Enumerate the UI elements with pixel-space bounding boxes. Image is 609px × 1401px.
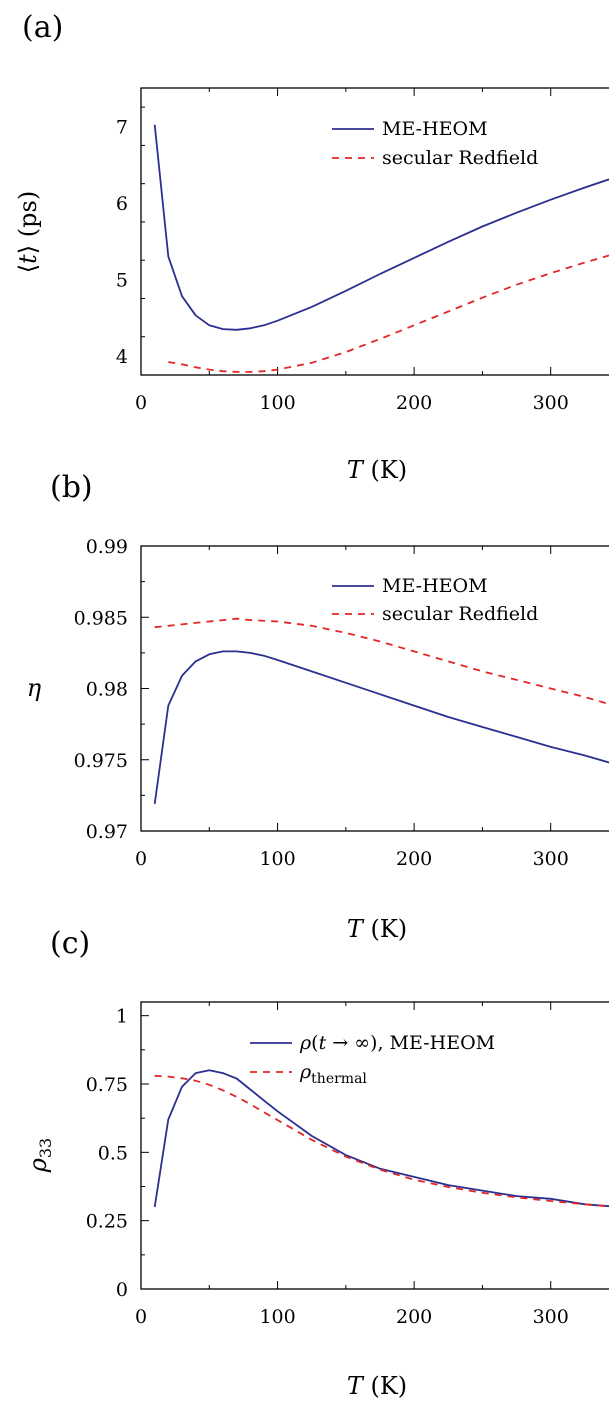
y-tick-label: 0.97 — [86, 821, 128, 843]
legend-rho-t: t — [319, 1032, 327, 1054]
x-tick-label: 0 — [135, 392, 147, 414]
panel-a-legend: ME-HEOM secular Redfield — [332, 118, 538, 169]
x-tick-label: 300 — [533, 1306, 569, 1328]
y-tick-label: 0.98 — [86, 679, 128, 701]
series-line-dashed — [168, 254, 609, 373]
panel-a-series — [153, 124, 609, 373]
panel-a-ylabel-text: ⟨t⟩ (ps) — [14, 191, 42, 273]
panel-b-label: (b) — [50, 470, 93, 505]
panel-a-frame — [140, 87, 609, 376]
y-tick-label: 0 — [116, 1279, 128, 1301]
xlabel-unit: (K) — [363, 1372, 407, 1400]
panel-b-series — [153, 617, 609, 805]
panel-c-frame — [140, 1001, 609, 1290]
legend-thermal-sub: thermal — [311, 1071, 367, 1087]
y-tick-label: 0.75 — [86, 1074, 128, 1096]
panel-c-ylabel-rho: ρ — [24, 1158, 52, 1173]
panel-b-ticks: 0 100 200 300 0.97 0.975 0.98 0.985 0.99 — [74, 536, 569, 870]
panel-a-ylabel: ⟨t⟩ (ps) — [14, 191, 42, 273]
x-tick-label: 300 — [533, 848, 569, 870]
panel-c-legend: ρ(t → ∞), ME-HEOM ρthermal — [250, 1032, 495, 1087]
xlabel-unit: (K) — [363, 456, 407, 484]
x-tick-label: 200 — [396, 1306, 432, 1328]
panel-b: (b) 0 100 200 300 0.97 0.975 0.98 0.985 0.99 η T… — [27, 470, 609, 943]
x-tick-label: 0 — [135, 1306, 147, 1328]
y-tick-label: 0.975 — [74, 750, 128, 772]
y-tick-label: 5 — [116, 269, 128, 291]
panel-c-ylabel: ρ33 — [24, 1138, 55, 1173]
panel-c-ticks: 0 100 200 300 0 0.25 0.5 0.75 1 — [86, 1002, 569, 1328]
panel-a: (a) 0 100 200 300 4 5 6 7 ⟨t⟩ (ps) T (K) ME-HEO… — [14, 10, 609, 484]
panel-a-ylabel-part-0: ⟨ — [14, 264, 42, 273]
legend-thermal-rho: ρ — [299, 1061, 312, 1083]
series-line-solid — [153, 1069, 609, 1208]
y-tick-label: 1 — [116, 1006, 128, 1028]
x-tick-label: 100 — [259, 392, 295, 414]
y-tick-label: 4 — [116, 346, 128, 368]
x-tick-label: 300 — [533, 392, 569, 414]
panel-b-legend: ME-HEOM secular Redfield — [332, 575, 538, 625]
x-tick-label: 100 — [259, 848, 295, 870]
legend-label-heom: ME-HEOM — [382, 575, 488, 597]
xlabel-unit: (K) — [363, 915, 407, 943]
y-tick-label: 0.5 — [98, 1142, 128, 1164]
panel-b-ylabel: η — [27, 674, 42, 702]
y-tick-label: 7 — [116, 116, 128, 138]
panel-a-ylabel-part-1: t — [14, 254, 42, 264]
series-line-solid — [153, 650, 609, 805]
y-tick-label: 0.985 — [74, 607, 128, 629]
panel-b-xlabel: T (K) — [347, 915, 407, 943]
legend-label-heom: ME-HEOM — [382, 118, 488, 140]
y-tick-label: 0.25 — [86, 1211, 128, 1233]
x-tick-label: 200 — [396, 392, 432, 414]
legend-rho: ρ — [299, 1032, 312, 1054]
panel-a-xlabel: T (K) — [347, 456, 407, 484]
legend-label-heom: ρ(t → ∞), ME-HEOM — [299, 1032, 495, 1054]
panel-c-label: (c) — [50, 926, 90, 961]
y-tick-label: 0.99 — [86, 536, 128, 558]
panel-c-series — [153, 1069, 609, 1208]
y-tick-label: 6 — [116, 193, 128, 215]
xlabel-var: T — [347, 456, 365, 484]
legend-rho-rest2: → ∞), ME-HEOM — [326, 1032, 495, 1054]
panel-b-frame — [140, 545, 609, 832]
xlabel-var: T — [347, 1372, 365, 1400]
x-tick-label: 200 — [396, 848, 432, 870]
series-line-dashed — [154, 1074, 609, 1208]
panel-c-ylabel-sub: 33 — [36, 1138, 55, 1158]
x-tick-label: 0 — [135, 848, 147, 870]
xlabel-var: T — [347, 915, 365, 943]
x-tick-label: 100 — [259, 1306, 295, 1328]
series-line-dashed — [154, 617, 609, 706]
legend-label-redfield: secular Redfield — [382, 603, 538, 625]
series-line-solid — [153, 124, 609, 331]
legend-rho-rest: ( — [311, 1032, 318, 1054]
legend-label-thermal: ρthermal — [299, 1061, 367, 1087]
panel-c-xlabel: T (K) — [347, 1372, 407, 1400]
legend-label-redfield: secular Redfield — [382, 147, 538, 169]
panel-a-label: (a) — [22, 10, 63, 45]
panel-a-ylabel-part-2: ⟩ (ps) — [14, 191, 42, 254]
panel-a-ticks: 0 100 200 300 4 5 6 7 — [116, 88, 569, 414]
